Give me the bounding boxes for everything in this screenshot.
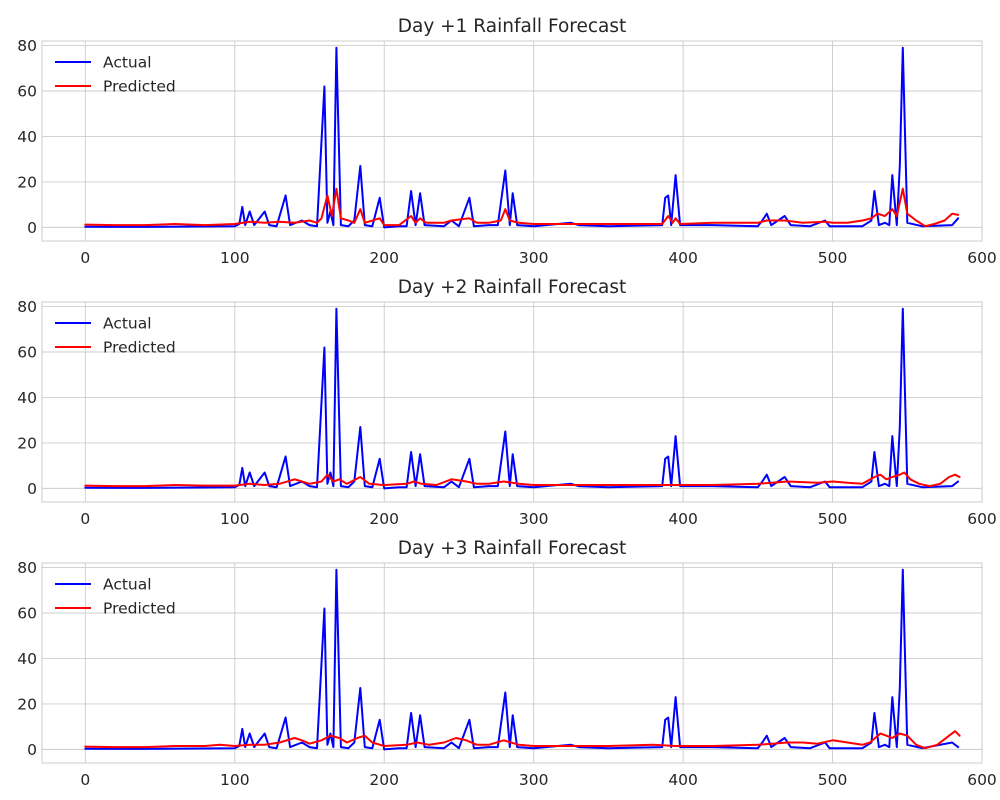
chart-title: Day +1 Rainfall Forecast	[398, 16, 627, 37]
legend-label-actual: Actual	[103, 576, 152, 594]
chart-panel-1: 0 100 200 300 400 500 600 0 20 40 60 80 Day +1 Rainf…	[17, 16, 997, 267]
chart-title: Day +2 Rainfall Forecast	[398, 277, 627, 298]
y-tick-label: 20	[17, 173, 37, 191]
x-tick-label: 100	[220, 771, 250, 789]
y-tick-label: 60	[17, 344, 37, 362]
legend-label-actual: Actual	[103, 315, 152, 333]
x-tick-label: 200	[369, 249, 399, 267]
y-tick-label: 60	[17, 83, 37, 101]
x-tick-label: 0	[80, 771, 90, 789]
x-tick-label: 100	[220, 249, 250, 267]
x-tick-label: 600	[967, 249, 997, 267]
x-tick-label: 300	[519, 771, 549, 789]
x-tick-label: 600	[967, 771, 997, 789]
x-tick-label: 500	[818, 249, 848, 267]
y-tick-label: 40	[17, 389, 37, 407]
y-tick-label: 0	[27, 219, 37, 237]
legend-label-predicted: Predicted	[103, 339, 176, 357]
chart-title: Day +3 Rainfall Forecast	[398, 538, 627, 559]
legend: Actual Predicted	[55, 54, 176, 96]
legend: Actual Predicted	[55, 315, 176, 357]
y-tick-label: 40	[17, 650, 37, 668]
chart-panel-3: 0 100 200 300 400 500 600 0 20 40 60 80 Day +3 Rainf…	[17, 538, 997, 789]
x-tick-label: 400	[668, 771, 698, 789]
y-tick-label: 80	[17, 298, 37, 316]
x-tick-label: 200	[369, 771, 399, 789]
y-tick-label: 20	[17, 434, 37, 452]
legend-label-predicted: Predicted	[103, 78, 176, 96]
x-tick-label: 0	[80, 249, 90, 267]
x-tick-label: 0	[80, 510, 90, 528]
x-tick-label: 300	[519, 249, 549, 267]
series-line-actual	[84, 568, 960, 751]
legend-label-actual: Actual	[103, 54, 152, 72]
y-tick-label: 0	[27, 480, 37, 498]
y-tick-label: 20	[17, 695, 37, 713]
y-tick-label: 40	[17, 128, 37, 146]
y-tick-label: 60	[17, 605, 37, 623]
x-tick-label: 400	[668, 510, 698, 528]
series-line-predicted	[84, 730, 961, 750]
x-tick-label: 100	[220, 510, 250, 528]
series-line-predicted	[84, 187, 960, 228]
x-tick-label: 400	[668, 249, 698, 267]
series-line-predicted	[84, 471, 961, 488]
x-tick-label: 200	[369, 510, 399, 528]
x-tick-label: 600	[967, 510, 997, 528]
x-tick-label: 500	[818, 510, 848, 528]
x-tick-label: 300	[519, 510, 549, 528]
legend: Actual Predicted	[55, 576, 176, 618]
y-tick-label: 80	[17, 37, 37, 55]
y-tick-label: 80	[17, 559, 37, 577]
x-tick-label: 500	[818, 771, 848, 789]
chart-panel-2: 0 100 200 300 400 500 600 0 20 40 60 80 Day +2 Rainf…	[17, 277, 997, 528]
y-tick-label: 0	[27, 741, 37, 759]
legend-label-predicted: Predicted	[103, 600, 176, 618]
